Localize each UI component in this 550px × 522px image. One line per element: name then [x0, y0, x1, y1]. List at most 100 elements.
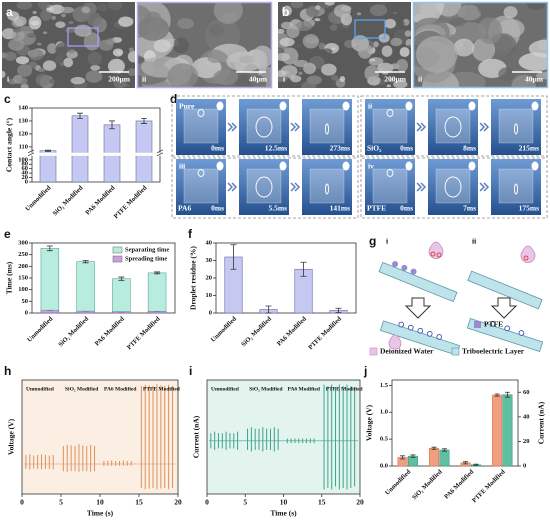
y-tick-label: 20	[523, 438, 530, 445]
texture	[321, 63, 337, 76]
texture	[147, 20, 165, 36]
group-name: PA6	[178, 204, 191, 213]
scale-label: 200μm	[108, 75, 131, 84]
texture	[314, 18, 321, 22]
texture	[290, 75, 302, 83]
bar	[135, 120, 153, 183]
y-axis-label: Voltage (V)	[7, 418, 16, 455]
x-tick-label: 15	[135, 498, 143, 507]
group-numeral: iv	[368, 162, 374, 171]
substrate	[183, 168, 219, 204]
texture	[400, 21, 405, 26]
bar	[502, 394, 513, 467]
chevron	[227, 182, 238, 192]
texture	[324, 2, 335, 6]
annotation: SiO₂ Modified	[249, 386, 282, 392]
texture	[70, 76, 86, 85]
substrate	[309, 108, 345, 144]
axis-break-mark	[27, 149, 164, 157]
time-label: 0ms	[400, 144, 413, 153]
x-tick-label: PTFE Modified	[307, 315, 343, 351]
part-label: ii	[142, 75, 146, 84]
substrate	[372, 108, 408, 144]
error-bar	[230, 244, 237, 270]
texture	[356, 12, 362, 16]
texture	[35, 73, 50, 87]
texture	[213, 69, 239, 86]
droplet-inset	[531, 101, 539, 111]
legend-swatch	[112, 255, 123, 263]
texture	[106, 38, 115, 45]
error-bar	[118, 276, 125, 281]
x-tick-label: 0	[205, 498, 209, 507]
droplet	[255, 116, 273, 138]
panel-label: g	[369, 234, 376, 248]
y-tick-label: 0	[523, 462, 526, 469]
texture	[301, 81, 315, 88]
x-tick-label: SiO₂ Modified	[52, 184, 85, 217]
texture	[63, 57, 74, 68]
chevron	[290, 182, 301, 192]
texture	[453, 38, 475, 57]
y-tick-label: 100	[18, 286, 28, 293]
texture	[42, 60, 57, 71]
error-bar	[441, 448, 447, 452]
texture	[55, 46, 67, 53]
y-tick-label: 150	[18, 274, 28, 281]
texture	[28, 49, 44, 61]
error-bar	[82, 260, 89, 264]
substrate	[246, 168, 282, 204]
texture	[528, 39, 548, 58]
texture	[90, 65, 101, 71]
bar-segment	[112, 278, 131, 312]
time-label: 215ms	[519, 144, 539, 153]
texture	[377, 62, 394, 74]
texture	[55, 21, 66, 29]
texture	[406, 44, 411, 49]
droplet	[514, 183, 518, 195]
texture	[209, 24, 225, 37]
droplet	[325, 123, 329, 135]
texture	[381, 45, 393, 57]
bar	[71, 115, 89, 183]
sem-image	[413, 2, 548, 88]
texture	[86, 12, 102, 27]
time-label: 0ms	[400, 204, 413, 213]
group-name: SiO₂	[367, 144, 382, 153]
texture	[278, 70, 287, 77]
texture	[333, 4, 351, 18]
substrate	[372, 168, 408, 204]
y-tick-label: 0	[25, 309, 28, 316]
y-tick-label: 10	[206, 292, 213, 299]
error-bar	[300, 261, 307, 277]
panel-label: d	[170, 92, 177, 106]
plot-area	[21, 379, 179, 495]
annotation: SiO₂ Modified	[65, 386, 98, 392]
texture	[75, 37, 85, 43]
droplet	[325, 183, 329, 195]
droplet-inset	[216, 161, 224, 171]
schematic	[369, 241, 544, 356]
y-axis-label: Time (ms)	[5, 261, 14, 294]
texture	[85, 70, 103, 83]
panel-label: c	[4, 92, 11, 106]
bar	[429, 447, 440, 467]
droplet	[514, 123, 518, 135]
time-label: 7ms	[463, 204, 476, 213]
texture	[511, 74, 536, 88]
texture	[369, 58, 376, 62]
texture	[2, 70, 6, 78]
bar	[439, 449, 450, 467]
legend-label: Triboelectric Layer	[462, 347, 525, 356]
bar	[492, 394, 503, 467]
texture	[357, 43, 373, 59]
texture	[378, 35, 383, 40]
texture	[12, 29, 25, 42]
texture	[87, 51, 102, 66]
texture	[390, 37, 403, 47]
legend-label: Deionized Water	[380, 347, 434, 356]
x-tick-label: SiO₂ Modified	[57, 315, 90, 348]
droplet-inset	[216, 101, 224, 111]
error-bar	[431, 446, 437, 450]
